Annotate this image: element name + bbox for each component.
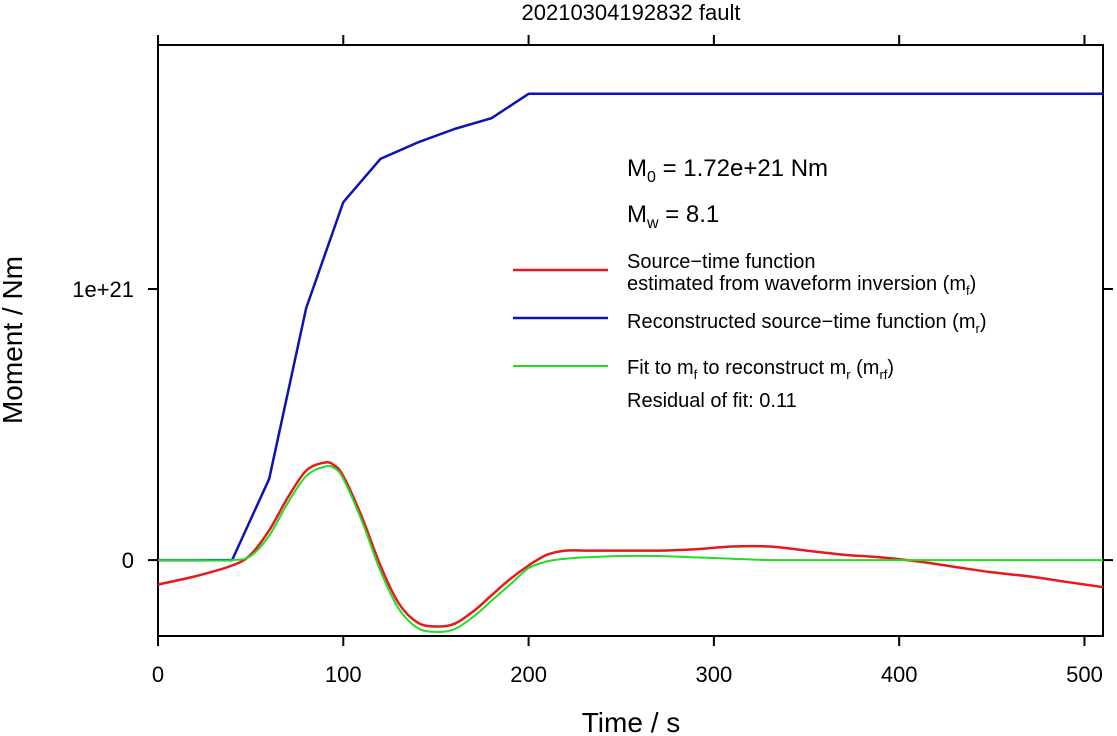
mw-subscript: w [646,215,659,232]
series-line-mf [157,460,1104,628]
legend-label-mf-line2: estimated from waveform inversion (mf) [627,273,976,298]
mw-value: = 8.1 [659,201,720,228]
svg-text:M0 = 1.72e+21 Nm: M0 = 1.72e+21 Nm [627,155,828,186]
m0-subscript: 0 [647,169,656,186]
x-tick-label: 400 [881,662,918,687]
mw-symbol: M [627,201,647,228]
residual-annotation: Residual of fit: 0.11 [627,390,797,412]
svg-text:Mw = 8.1: Mw = 8.1 [627,201,719,232]
axis-ticks [148,35,1113,646]
axis-tick-labels: 0 100 200 300 400 500 0 1e+21 [72,277,1103,687]
series-line-mrf [158,464,1103,633]
legend-label-mrf: Fit to mf to reconstruct mr (mrf) [627,357,894,382]
m0-symbol: M [627,155,647,182]
x-tick-label: 0 [152,662,164,687]
series-lines [157,92,1104,633]
y-tick-label: 0 [122,548,134,573]
y-axis-label: Moment / Nm [0,256,28,424]
x-axis-label: Time / s [582,707,681,736]
x-tick-label: 500 [1066,662,1103,687]
x-tick-label: 200 [510,662,547,687]
x-tick-label: 100 [325,662,362,687]
x-tick-label: 300 [696,662,733,687]
y-tick-label: 1e+21 [72,277,134,302]
m0-value: = 1.72e+21 Nm [656,155,828,182]
plot-frame [157,44,1104,637]
chart-title: 20210304192832 fault [522,0,741,25]
legend-label-mf-line1: Source−time function [627,251,815,273]
legend-label-mr: Reconstructed source−time function (mr) [627,311,987,336]
moment-annotation: M0 = 1.72e+21 Nm Mw = 8.1 [627,155,828,232]
legend: Source−time function estimated from wave… [513,251,987,412]
